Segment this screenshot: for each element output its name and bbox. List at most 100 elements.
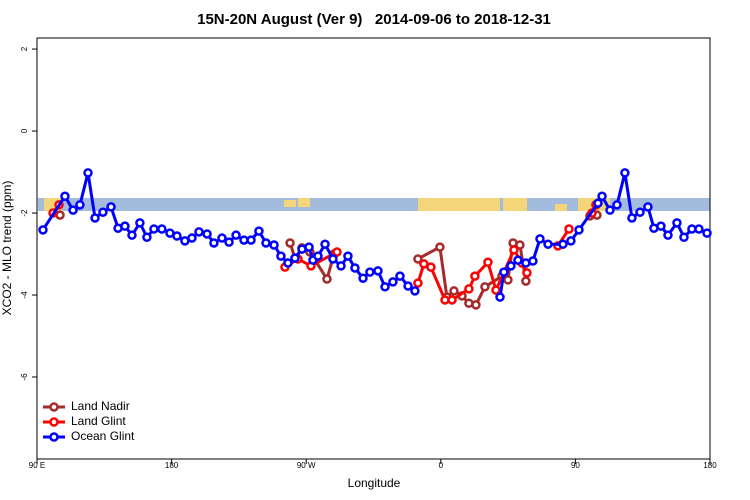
data-point [419,259,429,269]
data-point [464,284,474,294]
data-point [313,251,323,261]
legend-label: Land Glint [71,414,126,428]
data-point [702,228,712,238]
data-point [231,230,241,240]
data-point [127,230,137,240]
data-point [515,240,525,250]
data-point [679,232,689,242]
data-point [328,254,338,264]
data-point [290,253,300,263]
data-point [663,230,673,240]
data-point [320,239,330,249]
data-point [90,213,100,223]
data-point [149,224,159,234]
legend-marker [49,432,59,442]
y-tick-label: 0 [20,128,29,133]
data-point [98,207,108,217]
data-point [60,191,70,201]
data-point [574,225,584,235]
x-tick-label: 90 E [29,461,45,470]
data-point [535,234,545,244]
data-point [246,235,256,245]
data-point [172,231,182,241]
data-point [276,251,286,261]
y-tick-label: 2 [20,46,29,51]
data-point [435,242,445,252]
data-point [597,191,607,201]
data-point [224,237,234,247]
data-point [157,224,167,234]
data-point [564,224,574,234]
data-point [106,202,116,212]
data-point [499,267,509,277]
data-point [285,238,295,248]
data-point [336,261,346,271]
data-point [447,295,457,305]
data-point [509,245,519,255]
y-tick-label: -2 [20,209,29,217]
data-point [358,273,368,283]
data-point [373,266,383,276]
data-point [543,239,553,249]
data-point [343,251,353,261]
data-point [135,218,145,228]
data-point [566,236,576,246]
data-point [506,261,516,271]
x-tick-label: 0 [439,461,444,470]
data-point [426,262,436,272]
data-point [261,238,271,248]
x-tick-label: 90 W [297,461,316,470]
data-point [142,232,152,242]
data-point [627,213,637,223]
x-tick-label: 90 [571,461,580,470]
data-point [380,282,390,292]
data-point [413,254,423,264]
data-point [322,274,332,284]
data-point [656,221,666,231]
data-point [395,271,405,281]
chart-title: 15N-20N August (Ver 9) 2014-09-06 to 201… [197,11,551,28]
legend-label: Ocean Glint [71,429,135,443]
data-point [269,240,279,250]
data-point [491,285,501,295]
data-point [694,224,704,234]
data-point [413,278,423,288]
data-point [449,286,459,296]
data-point [38,225,48,235]
x-tick-label: 180 [165,461,179,470]
data-point [643,202,653,212]
data-point [83,168,93,178]
data-point [612,200,622,210]
data-point [410,286,420,296]
data-point [605,205,615,215]
data-point [350,263,360,273]
data-point [194,227,204,237]
data-point [513,255,523,265]
legend-label: Land Nadir [71,399,130,413]
data-point [209,238,219,248]
y-tick-label: -4 [20,291,29,299]
data-point [558,239,568,249]
data-point [388,277,398,287]
data-point [471,300,481,310]
data-point [672,218,682,228]
map-strip [38,198,710,211]
data-point [68,205,78,215]
data-point [593,198,603,208]
data-point [470,271,480,281]
plot-frame [36,37,711,460]
data-point [635,207,645,217]
data-point [187,233,197,243]
data-point [304,242,314,252]
data-point [365,267,375,277]
data-point [521,276,531,286]
data-point [480,282,490,292]
legend-marker [49,417,59,427]
data-point [217,233,227,243]
data-point [483,257,493,267]
data-point [495,292,505,302]
legend-marker [49,402,59,412]
x-tick-label: 180 [703,461,717,470]
data-point [120,221,130,231]
